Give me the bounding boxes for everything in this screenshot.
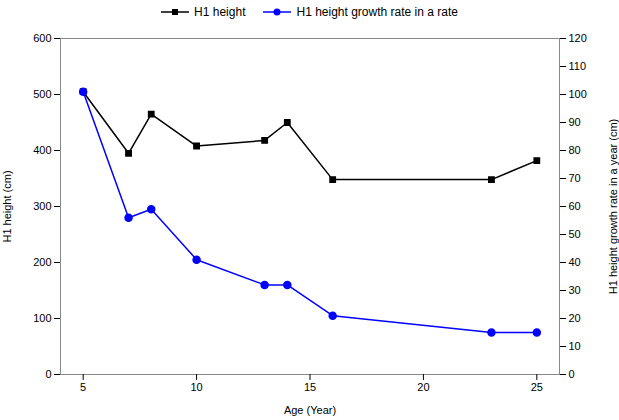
html-text:H1 height growth rate in a rat: H1 height growth rate in a rate (296, 5, 458, 19)
svg-text:10: 10 (190, 381, 202, 393)
svg-text:10: 10 (569, 340, 581, 352)
svg-text:100: 100 (33, 312, 51, 324)
svg-text:400: 400 (33, 144, 51, 156)
svg-text:110: 110 (569, 60, 587, 72)
svg-text:500: 500 (33, 88, 51, 100)
svg-text:20: 20 (569, 312, 581, 324)
svg-text:50: 50 (569, 228, 581, 240)
svg-text:90: 90 (569, 116, 581, 128)
svg-text:600: 600 (33, 32, 51, 44)
svg-text:0: 0 (569, 368, 575, 380)
svg-text:15: 15 (304, 381, 316, 393)
svg-text:120: 120 (569, 32, 587, 44)
svg-text:70: 70 (569, 172, 581, 184)
svg-text:H1 height growth rate in a yea: H1 height growth rate in a year (cm) (607, 119, 619, 294)
svg-text:100: 100 (569, 88, 587, 100)
svg-text:300: 300 (33, 200, 51, 212)
svg-text:20: 20 (417, 381, 429, 393)
svg-text:30: 30 (569, 284, 581, 296)
svg-text:25: 25 (531, 381, 543, 393)
svg-text:40: 40 (569, 256, 581, 268)
html-text:H1 height: H1 height (194, 5, 246, 19)
svg-text:0: 0 (45, 368, 51, 380)
svg-text:H1 height (cm): H1 height (cm) (1, 170, 13, 242)
svg-text:60: 60 (569, 200, 581, 212)
svg-text:80: 80 (569, 144, 581, 156)
svg-text:Age (Year): Age (Year) (284, 404, 336, 416)
svg-text:5: 5 (80, 381, 86, 393)
svg-text:200: 200 (33, 256, 51, 268)
